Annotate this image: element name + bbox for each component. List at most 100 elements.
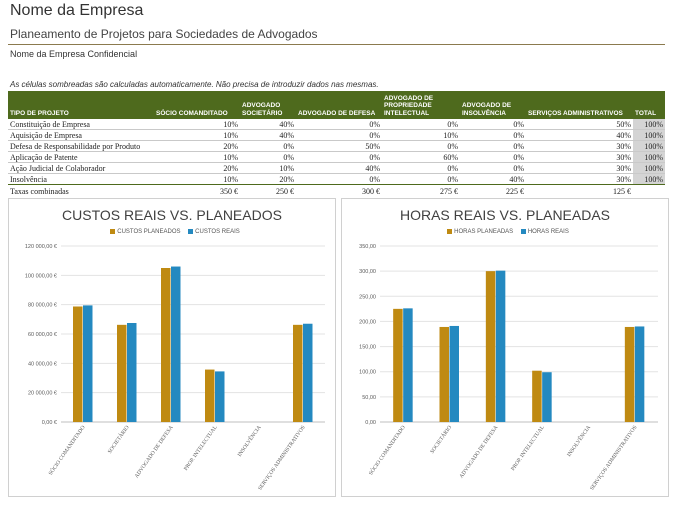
confidential-label: Nome da Empresa Confidencial <box>10 49 138 59</box>
cell[interactable]: 40% <box>460 173 526 185</box>
cell[interactable]: 50% <box>296 140 382 152</box>
legend-label: HORAS REAIS <box>527 229 569 236</box>
cell[interactable]: Defesa de Responsabilidade por Produto <box>8 140 154 152</box>
bar-real <box>83 305 93 422</box>
cell[interactable]: 0% <box>240 140 296 152</box>
cell[interactable]: 0% <box>460 129 526 141</box>
x-tick-label: INSOLVÊNCIA <box>235 424 262 458</box>
cell[interactable]: 40% <box>240 119 296 130</box>
rate-cell[interactable]: 225 € <box>506 186 524 196</box>
rate-cell[interactable]: 125 € <box>613 186 631 196</box>
rate-cell[interactable]: 350 € <box>220 186 238 196</box>
x-tick-label: SERVIÇOS ADMINISTRATIVOS <box>257 425 306 492</box>
y-tick-label: 100 000,00 € <box>25 273 57 279</box>
cell[interactable]: Insolvência <box>8 173 154 185</box>
rates-label: Taxas combinadas <box>10 186 69 196</box>
total-cell: 100% <box>633 140 665 152</box>
bar-real <box>127 323 137 422</box>
page-subtitle: Planeamento de Projetos para Sociedades … <box>10 27 318 41</box>
bar-planned <box>73 306 83 422</box>
cell[interactable]: 40% <box>526 129 633 141</box>
rate-cell[interactable]: 300 € <box>362 186 380 196</box>
project-table: TIPO DE PROJETO SÓCIO COMANDITADO ADVOGA… <box>8 91 665 196</box>
chart-plot: 0,00 € 20 000,00 € 40 000,00 € 60 000,00 € 8… <box>25 244 325 492</box>
chart-legend: CUSTOS PLANEADOS CUSTOS REAIS <box>9 229 335 235</box>
chart-title: HORAS REAIS VS. PLANEADAS <box>399 207 611 223</box>
cell[interactable]: 50% <box>526 119 633 130</box>
cell[interactable]: 30% <box>526 151 633 163</box>
legend-label: CUSTOS PLANEADOS <box>117 229 181 236</box>
cell[interactable]: 10% <box>154 151 240 163</box>
bar-real <box>495 270 506 422</box>
cell[interactable]: 10% <box>154 119 240 130</box>
cell[interactable]: 10% <box>154 173 240 185</box>
cell[interactable]: 10% <box>240 162 296 174</box>
col-header: ADVOGADO SOCIETÁRIO <box>240 91 296 119</box>
y-tick-label: 20 000,00 € <box>28 391 57 397</box>
cell[interactable]: Aquisição de Empresa <box>8 129 154 141</box>
bar-planned <box>161 268 171 422</box>
x-tick-label: ADVOGADO DE DEFESA <box>134 425 175 480</box>
rate-cell[interactable]: 250 € <box>276 186 294 196</box>
cell[interactable]: Ação Judicial de Colaborador <box>8 162 154 174</box>
legend-swatch-real <box>520 229 526 234</box>
cell[interactable]: 30% <box>526 162 633 174</box>
bar-planned <box>439 326 449 422</box>
rates-row: Taxas combinadas 350 € 250 € 300 € 275 €… <box>8 185 665 197</box>
y-tick-label: 200,00 <box>359 319 376 325</box>
cell[interactable]: Constituição de Empresa <box>8 119 154 130</box>
cell[interactable]: 0% <box>296 119 382 130</box>
cell[interactable]: 0% <box>460 151 526 163</box>
x-tick-label: SÓCIO COMANDITADO <box>46 424 86 477</box>
cell[interactable]: Aplicação de Patente <box>8 151 154 163</box>
x-tick-label: SOCIETÁRIO <box>105 424 130 455</box>
shaded-cells-note: As células sombreadas são calculadas aut… <box>10 80 379 89</box>
y-tick-label: 80 000,00 € <box>28 303 57 309</box>
bar-planned <box>293 324 303 422</box>
cell[interactable]: 0% <box>382 119 460 130</box>
legend-label: CUSTOS REAIS <box>195 229 240 236</box>
cell[interactable]: 0% <box>382 140 460 152</box>
chart-plot: 0,00 50,00 100,00 150,00 200,00 250,00 300,00 3… <box>359 244 658 492</box>
bar-planned <box>205 369 215 422</box>
cell[interactable]: 40% <box>296 162 382 174</box>
header-divider <box>8 44 665 45</box>
cell[interactable]: 0% <box>460 140 526 152</box>
bar-planned <box>393 308 403 422</box>
x-tick-label: ADVOGADO DE DEFESA <box>459 425 500 480</box>
y-tick-label: 50,00 <box>362 395 376 401</box>
cell[interactable]: 40% <box>240 129 296 141</box>
cell[interactable]: 20% <box>240 173 296 185</box>
table-row: Insolvência 10% 20% 0% 0% 40% 30% 100% <box>8 173 665 185</box>
bar-real <box>634 326 645 422</box>
cell[interactable]: 0% <box>382 162 460 174</box>
table-row: Ação Judicial de Colaborador 20% 10% 40%… <box>8 162 665 174</box>
table-row: Aquisição de Empresa 10% 40% 0% 10% 0% 4… <box>8 129 665 141</box>
cell[interactable]: 10% <box>154 129 240 141</box>
table-header-row: TIPO DE PROJETO SÓCIO COMANDITADO ADVOGA… <box>8 91 665 119</box>
rate-cell[interactable]: 275 € <box>440 186 458 196</box>
cell[interactable]: 0% <box>296 129 382 141</box>
cell[interactable]: 60% <box>382 151 460 163</box>
col-header: TOTAL <box>633 91 665 119</box>
cell[interactable]: 0% <box>296 151 382 163</box>
cell[interactable]: 20% <box>154 162 240 174</box>
cell[interactable]: 0% <box>382 173 460 185</box>
bar-real <box>171 266 181 422</box>
cell[interactable]: 20% <box>154 140 240 152</box>
y-tick-label: 150,00 <box>359 345 376 351</box>
cell[interactable]: 0% <box>240 151 296 163</box>
col-header: ADVOGADO DE INSOLVÊNCIA <box>460 91 526 119</box>
legend-label: HORAS PLANEADAS <box>454 229 514 236</box>
cell[interactable]: 30% <box>526 173 633 185</box>
total-cell: 100% <box>633 119 665 130</box>
cell[interactable]: 0% <box>460 162 526 174</box>
cell[interactable]: 0% <box>296 173 382 185</box>
y-tick-label: 250,00 <box>359 294 376 300</box>
cell[interactable]: 0% <box>460 119 526 130</box>
cell[interactable]: 30% <box>526 140 633 152</box>
y-tick-label: 40 000,00 € <box>28 361 57 367</box>
cell[interactable]: 10% <box>382 129 460 141</box>
x-tick-label: SÓCIO COMANDITADO <box>366 424 406 477</box>
total-cell: 100% <box>633 162 665 174</box>
